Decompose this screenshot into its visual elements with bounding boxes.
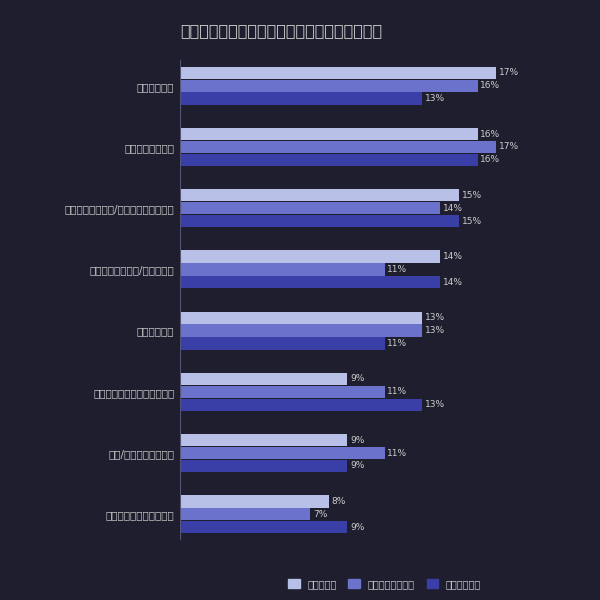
Bar [180, 250, 440, 263]
Bar [180, 154, 478, 166]
Text: ゼロトラストソリューション採用の最大の課題: ゼロトラストソリューション採用の最大の課題 [180, 23, 382, 38]
Text: 9%: 9% [350, 436, 365, 445]
Text: 16%: 16% [481, 81, 500, 90]
Bar [180, 460, 347, 472]
Text: 14%: 14% [443, 278, 463, 287]
Text: 16%: 16% [481, 130, 500, 139]
Text: 13%: 13% [425, 313, 445, 322]
Bar [180, 447, 385, 459]
Bar [180, 189, 459, 202]
Bar [180, 496, 329, 508]
Text: 11%: 11% [388, 449, 407, 458]
Text: 13%: 13% [425, 400, 445, 409]
Text: 9%: 9% [350, 523, 365, 532]
Bar [180, 215, 459, 227]
Text: 15%: 15% [462, 217, 482, 226]
Text: 11%: 11% [388, 388, 407, 397]
Text: 16%: 16% [481, 155, 500, 164]
Bar [180, 373, 347, 385]
Bar [180, 67, 496, 79]
Bar [180, 263, 385, 275]
Bar [180, 337, 385, 350]
Text: 13%: 13% [425, 94, 445, 103]
Bar [180, 325, 422, 337]
Text: 15%: 15% [462, 191, 482, 200]
Bar [180, 202, 440, 214]
Text: 13%: 13% [425, 326, 445, 335]
Text: 11%: 11% [388, 339, 407, 348]
Bar [180, 508, 310, 520]
Text: 9%: 9% [350, 374, 365, 383]
Bar [180, 141, 496, 153]
Bar [180, 92, 422, 104]
Text: 9%: 9% [350, 461, 365, 470]
Text: 17%: 17% [499, 68, 519, 77]
Text: 11%: 11% [388, 265, 407, 274]
Text: 14%: 14% [443, 252, 463, 261]
Text: 17%: 17% [499, 142, 519, 151]
Legend: 主要な課題, かなり大きな課題, 中程度の課題: 主要な課題, かなり大きな課題, 中程度の課題 [284, 575, 485, 593]
Bar [180, 434, 347, 446]
Text: 7%: 7% [313, 510, 328, 519]
Text: 14%: 14% [443, 203, 463, 212]
Bar [180, 276, 440, 289]
Bar [180, 80, 478, 92]
Bar [180, 521, 347, 533]
Text: 8%: 8% [332, 497, 346, 506]
Bar [180, 311, 422, 324]
Bar [180, 386, 385, 398]
Bar [180, 128, 478, 140]
Bar [180, 398, 422, 411]
